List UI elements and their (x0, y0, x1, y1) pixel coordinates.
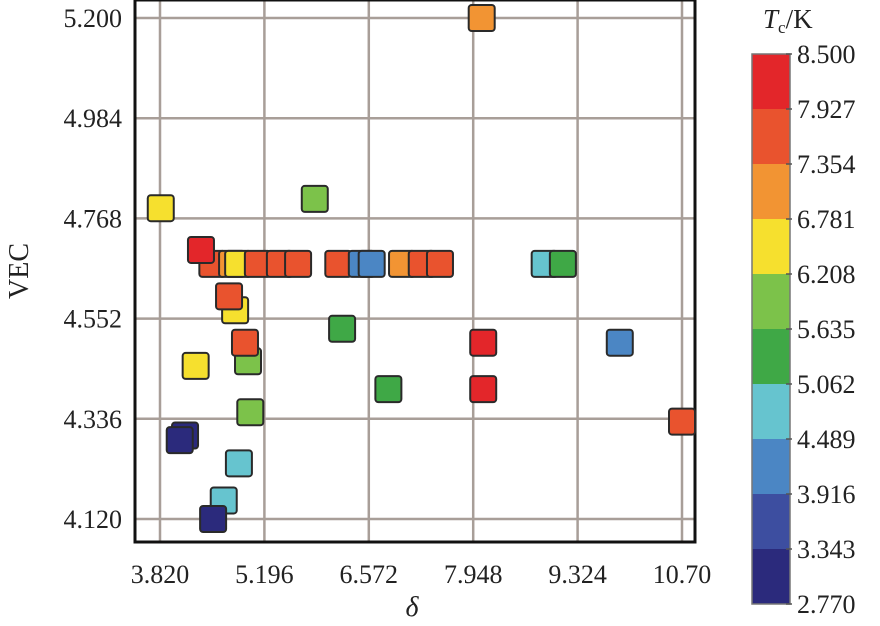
colorbar-band (752, 164, 790, 219)
data-point (236, 398, 265, 427)
data-point (374, 375, 403, 404)
colorbar-tick-label: 8.500 (797, 40, 856, 69)
x-tick-label: 7.948 (444, 560, 503, 589)
data-point (469, 328, 498, 357)
data-point (300, 184, 329, 213)
x-tick-label: 3.820 (131, 560, 190, 589)
data-point (668, 407, 696, 436)
data-point (469, 375, 498, 404)
y-tick-label: 4.552 (64, 305, 123, 334)
y-tick-label: 4.984 (64, 104, 123, 133)
colorbar-tick-label: 6.781 (797, 205, 856, 234)
y-tick-labels: 4.120 4.336 4.552 4.768 4.984 5.200 (64, 4, 123, 534)
grid (135, 0, 695, 542)
data-point (328, 314, 357, 343)
y-tick-label: 4.768 (64, 204, 123, 233)
data-point (199, 505, 228, 533)
colorbar-band (752, 54, 790, 109)
data-point (324, 249, 353, 278)
colorbar-tick-label: 5.635 (797, 315, 856, 344)
x-tick-label: 5.196 (235, 560, 294, 589)
colorbar-tick-label: 3.343 (797, 535, 856, 564)
data-point (215, 282, 244, 311)
colorbar-band (752, 384, 790, 439)
colorbar-title: Tc/K (763, 4, 813, 37)
x-tick-label: 6.572 (340, 560, 399, 589)
colorbar-band (752, 329, 790, 384)
colorbar-band (752, 494, 790, 549)
colorbar-tick-label: 7.354 (797, 150, 856, 179)
plot-frame (133, 0, 697, 544)
y-tick-label: 5.200 (64, 4, 123, 33)
data-point (425, 249, 454, 278)
colorbar-band (752, 439, 790, 494)
data-point (224, 449, 253, 478)
data-point (186, 235, 215, 264)
y-axis-label: VEC (4, 243, 35, 299)
points (146, 4, 696, 533)
data-point (284, 249, 313, 278)
y-tick-label: 4.336 (64, 405, 123, 434)
x-axis-label: δ (405, 592, 419, 623)
colorbar-tick-label: 2.770 (797, 590, 856, 619)
data-point (146, 194, 175, 223)
data-point (357, 249, 386, 278)
colorbar: 8.500 7.927 7.354 6.781 6.208 5.635 5.062 4.489… (751, 40, 856, 619)
data-point (181, 351, 210, 380)
colorbar-tick-label: 7.927 (797, 95, 856, 124)
colorbar-tick-label: 6.208 (797, 260, 856, 289)
data-point (165, 426, 194, 455)
colorbar-tick-label: 3.916 (797, 480, 856, 509)
colorbar-band (752, 274, 790, 329)
data-point (548, 249, 577, 278)
colorbar-band (752, 109, 790, 164)
y-tick-label: 4.120 (64, 505, 123, 534)
x-tick-label: 10.70 (653, 560, 712, 589)
x-tick-label: 9.324 (548, 560, 607, 589)
data-point (230, 328, 259, 357)
colorbar-tick-label: 5.062 (797, 370, 856, 399)
data-point (467, 4, 496, 32)
data-point (605, 328, 634, 357)
x-tick-labels: 3.820 5.196 6.572 7.948 9.324 10.70 (131, 560, 712, 589)
colorbar-band (752, 219, 790, 274)
colorbar-tick-label: 4.489 (797, 425, 856, 454)
colorbar-band (752, 549, 790, 604)
